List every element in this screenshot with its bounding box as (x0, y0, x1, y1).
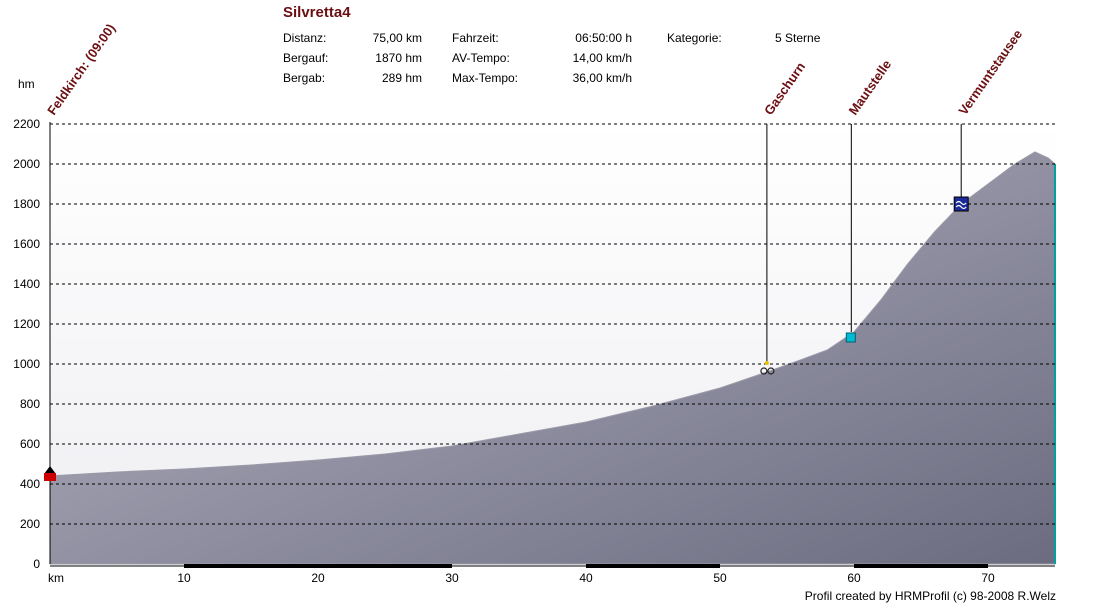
stat-label-bergauf: Bergauf: (283, 51, 329, 65)
start-marker-icon (44, 473, 56, 481)
y-tick-label: 0 (33, 557, 40, 571)
y-tick-label: 2200 (13, 117, 40, 131)
y-axis-label: hm (18, 77, 35, 91)
stat-value-av-tempo: 14,00 km/h (572, 51, 632, 65)
y-tick-label: 1200 (13, 317, 40, 331)
y-tick-label: 800 (20, 397, 40, 411)
stat-label-av-tempo: AV-Tempo: (452, 51, 510, 65)
y-tick-label: 1600 (13, 237, 40, 251)
stat-label-kategorie: Kategorie: (667, 31, 722, 45)
waypoint-label-mautstelle: Mautstelle (845, 57, 894, 118)
y-tick-label: 1400 (13, 277, 40, 291)
x-axis-bar-segment (854, 564, 988, 568)
stat-value-kategorie: 5 Sterne (775, 31, 821, 45)
x-axis-bar-segment (184, 564, 452, 568)
waypoint-label-gaschurn: Gaschurn (761, 59, 808, 117)
x-tick-label: 20 (311, 571, 325, 585)
x-tick-label: 10 (177, 571, 191, 585)
x-tick-label: 60 (847, 571, 861, 585)
footer-credit: Profil created by HRMProfil (c) 98-2008 … (804, 589, 1056, 603)
stat-value-max-tempo: 36,00 km/h (572, 71, 632, 85)
x-axis-bar-segment (586, 564, 720, 568)
bike-wheel-icon (767, 367, 775, 375)
x-tick-label: 70 (981, 571, 995, 585)
stat-value-bergab: 289 hm (381, 71, 422, 85)
bike-icon (760, 367, 768, 375)
y-tick-label: 600 (20, 437, 40, 451)
waypoint-label-feldkirch-09-00: Feldkirch: (09:00) (44, 21, 118, 118)
stat-label-distanz: Distanz: (283, 31, 327, 45)
elevation-area (49, 151, 1056, 565)
waypoint-label-vermuntstausee: Vermuntstausee (955, 27, 1025, 118)
stat-label-bergab: Bergab: (283, 71, 326, 85)
lake-icon (953, 196, 969, 212)
stat-value-fahrzeit: 06:50:00 h (575, 31, 632, 45)
y-tick-label: 400 (20, 477, 40, 491)
x-tick-label: 30 (445, 571, 459, 585)
y-tick-label: 2000 (13, 157, 40, 171)
route-title: Silvretta4 (283, 4, 351, 21)
water-waves-icon (955, 200, 967, 210)
rider-icon (764, 361, 769, 365)
stat-label-max-tempo: Max-Tempo: (452, 71, 519, 85)
x-tick-label: 50 (713, 571, 727, 585)
start-flag-icon (44, 466, 56, 474)
y-tick-label: 1800 (13, 197, 40, 211)
y-tick-label: 200 (20, 517, 40, 531)
x-tick-label: 40 (579, 571, 593, 585)
y-tick-label: 1000 (13, 357, 40, 371)
stat-value-bergauf: 1870 hm (375, 51, 422, 65)
x-axis-label: km (48, 571, 64, 585)
stat-label-fahrzeit: Fahrzeit: (452, 31, 499, 45)
toll-booth-icon (845, 332, 856, 343)
stat-value-distanz: 75,00 km (372, 31, 422, 45)
